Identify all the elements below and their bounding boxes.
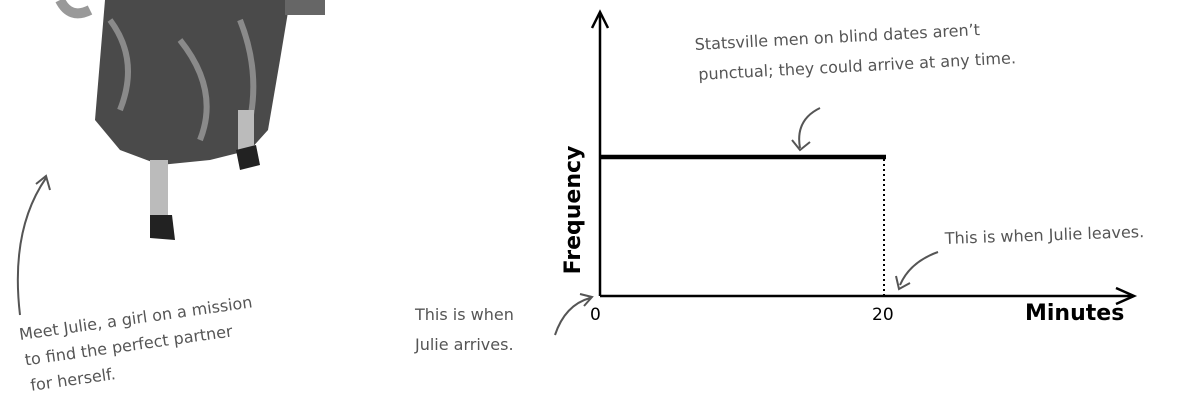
annotation: Statsville men on blind dates aren’t — [694, 20, 980, 54]
x-tick-label: 0 — [590, 305, 601, 325]
pointer — [554, 293, 594, 336]
y-arrow — [590, 9, 610, 29]
pointer — [895, 251, 939, 291]
axes — [590, 9, 1138, 306]
julie-figure — [55, 0, 325, 240]
x-axis-label: Minutes — [1025, 301, 1124, 326]
x-arrow — [1115, 286, 1138, 306]
annotation: This is when Julie leaves. — [943, 222, 1144, 248]
annotation: for herself. — [29, 364, 117, 395]
annotation: punctual; they could arrive at any time. — [698, 48, 1017, 84]
annotation: Julie arrives. — [414, 335, 514, 354]
y-axis-label: Frequency — [561, 146, 586, 275]
pointer — [791, 107, 821, 152]
annotation: This is when — [414, 305, 514, 324]
pointer — [16, 174, 51, 316]
x-tick-label: 20 — [872, 305, 894, 325]
